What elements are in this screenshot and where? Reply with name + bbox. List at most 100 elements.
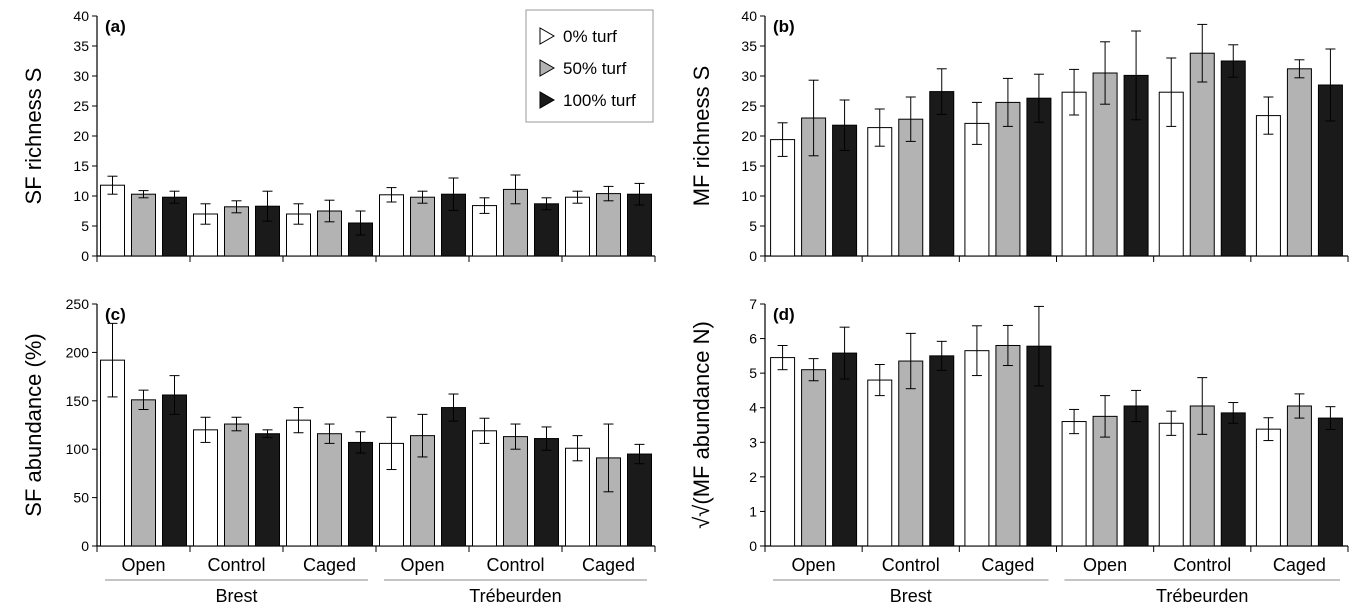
category-label: Open — [121, 555, 165, 575]
group-label: Trébeurden — [1156, 586, 1248, 606]
category-label: Caged — [981, 555, 1034, 575]
y-tick-label: 50 — [73, 490, 89, 506]
y-tick-label: 0 — [81, 538, 89, 554]
y-tick-label: 5 — [749, 218, 757, 234]
y-tick-label: 20 — [73, 128, 89, 144]
bar — [472, 430, 497, 547]
y-tick-label: 30 — [73, 68, 89, 84]
bar — [1220, 60, 1246, 257]
bar — [1286, 405, 1312, 547]
bar — [1092, 415, 1118, 547]
legend-triangle-icon — [539, 59, 556, 77]
category-label: Open — [792, 555, 836, 575]
bar — [627, 453, 652, 547]
bar — [565, 447, 590, 547]
y-tick-label: 1 — [749, 503, 757, 519]
category-label: Caged — [582, 555, 635, 575]
bar — [898, 360, 924, 547]
bar — [379, 194, 404, 257]
legend-triangle-icon — [539, 91, 556, 109]
bar — [162, 196, 187, 257]
panel-label: (b) — [773, 17, 795, 36]
y-axis-label: MF richness S — [689, 66, 714, 207]
bar — [964, 350, 990, 547]
category-label: Control — [882, 555, 940, 575]
y-tick-label: 10 — [73, 188, 89, 204]
y-tick-label: 200 — [66, 344, 90, 360]
bar — [1255, 428, 1281, 547]
category-label: Control — [486, 555, 544, 575]
category-label: Open — [1083, 555, 1127, 575]
bar — [1061, 91, 1087, 257]
y-tick-label: 250 — [66, 296, 90, 312]
bar — [348, 441, 373, 547]
y-tick-label: 6 — [749, 331, 757, 347]
bar — [410, 196, 435, 257]
bar — [131, 399, 156, 547]
bar — [929, 91, 955, 257]
y-tick-label: 35 — [73, 38, 89, 54]
y-tick-label: 0 — [749, 248, 757, 264]
panel-b: 0 5 10 15 20 25 30 35 40 MF richness S (b) — [689, 8, 1349, 264]
bar — [224, 423, 249, 547]
bar — [867, 379, 893, 547]
category-label: Control — [1173, 555, 1231, 575]
y-tick-label: 0 — [749, 538, 757, 554]
bar — [1189, 52, 1215, 257]
group-label: Brest — [890, 586, 932, 606]
y-tick-label: 30 — [741, 68, 757, 84]
bar — [1220, 412, 1246, 547]
legend-label: 50% turf — [563, 59, 627, 78]
legend: 0% turf 50% turf 100% turf — [525, 9, 654, 123]
panel-d: 0 1 2 3 4 5 6 7 √√(MF abundance N) (d) Open Control… — [689, 296, 1349, 606]
bar — [770, 357, 796, 547]
panel-label: (c) — [105, 305, 126, 324]
y-axis-label: √√(MF abundance N) — [689, 321, 714, 529]
y-tick-label: 25 — [741, 98, 757, 114]
y-tick-label: 40 — [741, 8, 757, 24]
bar — [995, 101, 1021, 257]
legend-triangle-icon — [539, 27, 556, 45]
bar — [867, 127, 893, 257]
group-label: Trébeurden — [469, 586, 561, 606]
y-tick-label: 15 — [741, 158, 757, 174]
bar — [565, 196, 590, 257]
bar — [801, 369, 827, 547]
y-axis-label: SF richness S — [21, 68, 46, 205]
bar — [100, 184, 125, 257]
legend-label: 100% turf — [563, 91, 636, 110]
y-tick-label: 2 — [749, 469, 757, 485]
y-tick-label: 20 — [741, 128, 757, 144]
bar — [534, 203, 559, 257]
y-axis-label: SF abundance (%) — [21, 333, 46, 516]
y-tick-label: 4 — [749, 400, 757, 416]
legend-item: 0% turf — [539, 27, 617, 46]
panel-a: 0 5 10 15 20 25 30 35 40 SF richness S (a) — [21, 8, 656, 264]
y-tick-label: 3 — [749, 434, 757, 450]
y-tick-label: 5 — [749, 365, 757, 381]
bar — [255, 433, 280, 547]
y-tick-label: 15 — [73, 158, 89, 174]
bar — [441, 407, 466, 547]
bar — [832, 352, 858, 547]
bar — [317, 433, 342, 547]
bar — [131, 193, 156, 257]
y-tick-label: 150 — [66, 393, 90, 409]
bar — [348, 222, 373, 257]
bar — [832, 124, 858, 257]
category-label: Control — [207, 555, 265, 575]
category-label: Caged — [303, 555, 356, 575]
y-tick-label: 7 — [749, 296, 757, 312]
bar — [1255, 115, 1281, 257]
bar — [1317, 417, 1343, 547]
group-label: Brest — [215, 586, 257, 606]
bar — [1286, 68, 1312, 257]
bar — [224, 206, 249, 257]
bar — [596, 193, 621, 257]
panel-label: (a) — [105, 17, 126, 36]
y-tick-label: 5 — [81, 218, 89, 234]
y-tick-label: 35 — [741, 38, 757, 54]
panel-label: (d) — [773, 305, 795, 324]
bar — [1061, 421, 1087, 547]
